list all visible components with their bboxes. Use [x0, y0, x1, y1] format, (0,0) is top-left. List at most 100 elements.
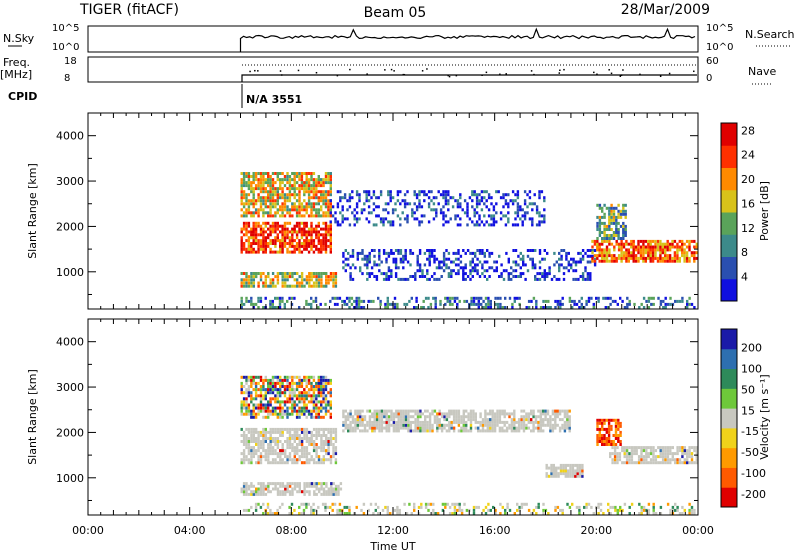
range-time-cell	[252, 452, 255, 456]
range-time-cell	[688, 452, 691, 456]
range-time-cell	[572, 260, 575, 264]
range-time-cell	[284, 455, 287, 459]
range-time-cell	[622, 242, 626, 246]
range-time-cell	[298, 230, 301, 234]
range-time-cell	[671, 242, 674, 246]
nave-dot	[558, 72, 561, 74]
range-time-cell	[320, 184, 323, 188]
range-time-cell	[310, 275, 313, 279]
range-time-cell	[539, 412, 542, 416]
range-time-cell	[300, 242, 304, 245]
range-time-cell	[247, 378, 251, 382]
range-time-cell	[666, 458, 670, 462]
range-time-cell	[607, 508, 610, 512]
range-time-cell	[451, 196, 455, 200]
range-time-cell	[303, 242, 306, 245]
range-time-cell	[507, 202, 510, 206]
range-time-cell	[514, 223, 517, 227]
range-time-cell	[666, 446, 670, 450]
range-time-cell	[305, 378, 308, 382]
range-time-cell	[411, 214, 414, 218]
range-time-cell	[293, 190, 296, 194]
range-time-cell	[634, 256, 638, 260]
range-time-cell	[257, 388, 260, 392]
range-time-cell	[330, 490, 333, 494]
range-time-cell	[329, 394, 332, 398]
range-time-cell	[348, 306, 351, 309]
range-time-cell	[327, 175, 330, 178]
range-time-cell	[349, 426, 352, 430]
range-time-cell	[339, 211, 342, 215]
range-time-cell	[426, 409, 429, 413]
range-time-cell	[315, 272, 318, 275]
range-time-cell	[267, 205, 270, 209]
range-time-cell	[443, 412, 446, 416]
range-time-cell	[307, 227, 311, 231]
range-time-cell	[527, 426, 530, 430]
range-time-cell	[315, 187, 318, 191]
range-time-cell	[281, 242, 284, 245]
range-time-cell	[485, 199, 488, 203]
range-time-cell	[676, 248, 679, 252]
range-time-cell	[413, 190, 416, 194]
range-time-cell	[456, 296, 459, 300]
cpid-value: N/A 3551	[246, 93, 302, 106]
range-time-cell	[402, 254, 405, 258]
range-time-cell	[291, 458, 294, 462]
range-time-cell	[531, 220, 534, 224]
range-time-cell	[264, 415, 267, 419]
range-time-cell	[322, 190, 325, 194]
range-time-cell	[403, 202, 407, 206]
range-time-cell	[276, 381, 279, 385]
range-time-cell	[295, 214, 299, 218]
range-time-cell	[254, 199, 258, 203]
range-time-cell	[531, 208, 534, 212]
range-time-cell	[295, 244, 299, 248]
range-time-cell	[281, 409, 284, 413]
range-time-cell	[488, 266, 491, 270]
range-time-cell	[389, 199, 392, 203]
range-time-cell	[242, 430, 246, 434]
range-time-cell	[262, 284, 265, 288]
range-time-cell	[245, 227, 248, 231]
range-time-cell	[322, 184, 325, 188]
range-time-cell	[336, 205, 340, 209]
range-time-cell	[354, 426, 357, 430]
range-time-cell	[281, 406, 284, 410]
range-time-cell	[486, 277, 489, 281]
range-time-cell	[390, 272, 393, 276]
range-time-cell	[254, 239, 258, 243]
range-time-cell	[267, 211, 270, 215]
range-time-cell	[686, 299, 689, 303]
range-time-cell	[611, 458, 614, 462]
range-time-cell	[395, 412, 398, 416]
range-time-cell	[320, 281, 323, 285]
range-time-cell	[434, 306, 437, 309]
range-time-cell	[305, 381, 308, 385]
range-time-cell	[281, 482, 285, 486]
range-time-cell	[438, 412, 441, 416]
range-time-cell	[315, 244, 318, 248]
range-time-cell	[400, 418, 403, 422]
range-time-cell	[315, 452, 318, 456]
range-time-cell	[671, 505, 675, 509]
range-time-cell	[267, 482, 270, 486]
range-time-cell	[444, 302, 447, 306]
range-time-cell	[571, 306, 574, 309]
range-time-cell	[521, 214, 524, 218]
nave-dot	[563, 68, 565, 71]
range-time-cell	[250, 446, 253, 450]
range-time-cell	[537, 429, 540, 433]
range-time-cell	[262, 247, 265, 251]
range-time-cell	[296, 281, 299, 285]
range-time-cell	[498, 275, 501, 278]
range-time-cell	[683, 254, 686, 258]
range-time-cell	[656, 259, 660, 263]
range-time-cell	[259, 505, 263, 509]
range-time-cell	[447, 251, 451, 255]
range-time-cell	[271, 214, 275, 218]
range-time-cell	[605, 254, 609, 258]
range-time-cell	[559, 463, 563, 467]
range-time-cell	[259, 227, 263, 231]
range-time-cell	[495, 266, 498, 270]
